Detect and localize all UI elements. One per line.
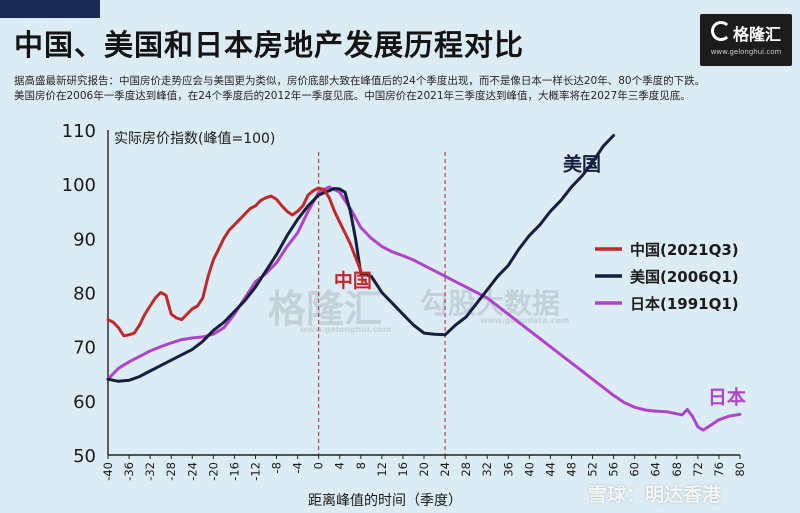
x-tick-label: 60: [628, 462, 642, 477]
x-tick-label: 20: [417, 462, 431, 477]
x-tick-label: 80: [733, 462, 747, 477]
x-tick-label: 72: [691, 462, 705, 477]
series-annotation: 日本: [708, 386, 746, 409]
x-tick-label: 8: [354, 462, 368, 469]
chart-legend: 中国(2021Q3) 美国(2006Q1) 日本(1991Q1): [595, 241, 739, 313]
chart-series: [106, 133, 742, 432]
logo-name: 格隆汇: [732, 25, 781, 44]
x-tick-label: 52: [586, 462, 600, 477]
x-tick-label: 12: [375, 462, 389, 477]
brand-logo: 格隆汇 www.gelonghui.com: [700, 14, 792, 66]
y-tick-label: 110: [62, 121, 96, 142]
x-tick-label: 28: [459, 462, 473, 477]
x-tick-label: 56: [607, 462, 621, 477]
chart-axes: [107, 130, 741, 459]
watermark-gogudata: 勾股大数据: [420, 287, 561, 320]
x-tick-label: -16: [227, 462, 241, 481]
y-tick-label: 50: [73, 446, 96, 467]
y-tick-label: 100: [62, 175, 96, 196]
x-tick-label: -32: [143, 462, 157, 481]
footer-watermark: 雪球：明达香港: [588, 484, 722, 506]
description-line-2: 美国房价在2006年一季度达到峰值，在24个季度后的2012年一季度见底。中国房…: [14, 90, 691, 102]
x-tick-label: -8: [270, 462, 284, 473]
x-tick-label: -36: [122, 462, 136, 481]
x-tick-label: -20: [206, 462, 220, 481]
x-axis-label: 距离峰值的时间（季度）: [308, 492, 462, 509]
watermark-gogudata-url: www.gogudata.com: [480, 316, 570, 325]
description-line-1: 据高盛最新研究报告：中国房价走势应会与美国更为类似，房价底部大致在峰值后的24个…: [14, 75, 706, 87]
legend-label: 中国(2021Q3): [630, 241, 739, 259]
x-tick-label: -4: [291, 462, 305, 473]
x-tick-label: 32: [480, 462, 494, 477]
reference-lines: [318, 152, 446, 455]
series-annotation: 中国: [334, 269, 372, 292]
y-tick-label: 60: [73, 392, 96, 413]
x-tick-label: 0: [312, 462, 326, 469]
x-tick-label: 48: [564, 462, 578, 477]
series-line-2: [106, 133, 616, 383]
top-accent-bar: [0, 0, 100, 18]
y-tick-label: 90: [73, 229, 96, 250]
x-tick-label: 16: [396, 462, 410, 477]
x-tick-label: 40: [522, 462, 536, 477]
x-tick-label: 64: [649, 462, 663, 477]
legend-label: 日本(1991Q1): [630, 295, 739, 313]
watermark-gelonghui-url: www.gelonghui.com: [300, 325, 392, 334]
x-tick-label: 44: [543, 462, 557, 477]
series-annotation: 美国: [563, 153, 601, 176]
x-tick-label: 24: [438, 462, 452, 477]
x-tick-label: 36: [501, 462, 515, 477]
y-tick-label: 70: [73, 338, 96, 359]
x-tick-label: 68: [670, 462, 684, 477]
series-line-1: [106, 186, 363, 338]
x-tick-label: 76: [712, 462, 726, 477]
x-tick-label: 4: [333, 462, 347, 469]
legend-label: 美国(2006Q1): [630, 268, 739, 286]
x-tick-label: -12: [248, 462, 262, 481]
x-tick-label: -40: [101, 462, 115, 481]
logo-url: www.gelonghui.com: [710, 48, 782, 56]
series-line-3: [106, 185, 742, 432]
y-axis-label: 实际房价指数(峰值=100): [114, 131, 275, 147]
x-tick-label: -24: [185, 462, 199, 481]
x-tick-label: -28: [164, 462, 178, 481]
chart-title: 中国、美国和日本房地产发展历程对比: [14, 28, 525, 62]
y-tick-label: 80: [73, 284, 96, 305]
logo-g-icon: [710, 21, 731, 41]
watermark-gelonghui: 格隆汇: [268, 287, 383, 331]
